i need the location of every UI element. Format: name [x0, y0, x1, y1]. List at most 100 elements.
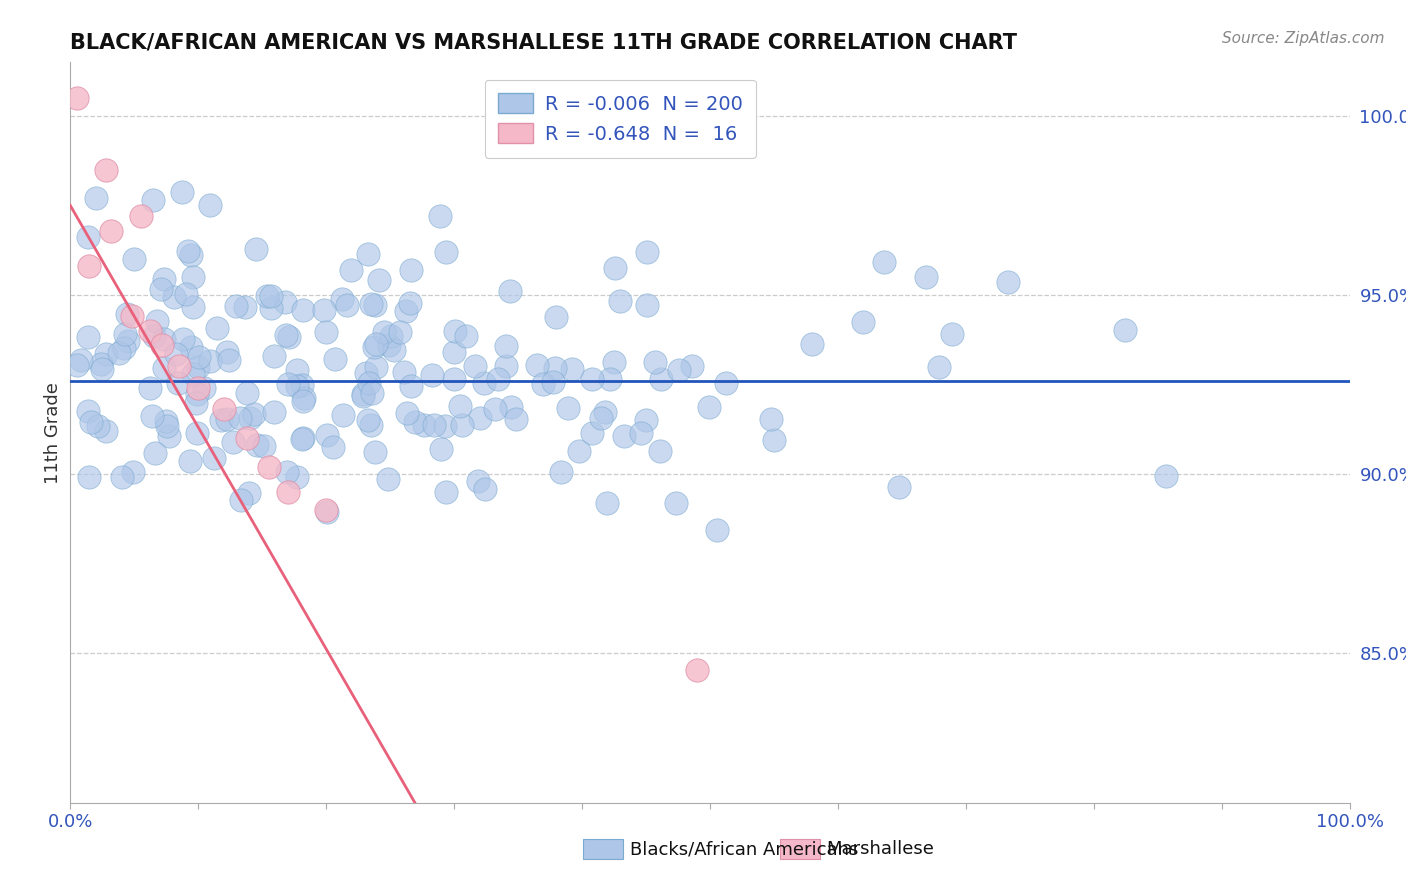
Point	[277, 376, 299, 391]
Point	[292, 431, 315, 445]
Point	[198, 354, 221, 368]
Point	[599, 372, 621, 386]
Point	[464, 359, 486, 374]
Point	[291, 393, 314, 408]
Point	[212, 402, 235, 417]
Point	[665, 496, 688, 510]
Point	[546, 310, 568, 325]
Point	[581, 425, 603, 440]
Point	[340, 263, 363, 277]
Point	[354, 366, 377, 380]
Point	[941, 326, 963, 341]
Point	[66, 358, 89, 372]
Point	[180, 340, 202, 354]
Point	[467, 475, 489, 489]
Point	[114, 327, 136, 342]
Point	[165, 347, 187, 361]
Point	[236, 431, 259, 445]
Point	[229, 492, 252, 507]
Point	[316, 505, 339, 519]
Point	[111, 470, 134, 484]
Point	[714, 376, 737, 391]
Legend: R = -0.006  N = 200, R = -0.648  N =  16: R = -0.006 N = 200, R = -0.648 N = 16	[485, 79, 756, 158]
Point	[138, 324, 160, 338]
Point	[364, 359, 387, 374]
Point	[312, 303, 335, 318]
Point	[142, 328, 165, 343]
Point	[644, 354, 666, 368]
Point	[259, 289, 281, 303]
Point	[568, 443, 591, 458]
Point	[79, 260, 101, 274]
Point	[364, 298, 387, 312]
Point	[505, 412, 527, 426]
Point	[997, 275, 1019, 289]
Point	[443, 324, 465, 338]
Point	[292, 303, 315, 318]
Point	[277, 484, 299, 499]
Point	[495, 338, 517, 352]
Point	[596, 495, 619, 509]
Point	[100, 223, 122, 237]
Point	[179, 454, 201, 468]
Point	[451, 417, 474, 432]
Point	[167, 376, 190, 391]
Point	[172, 186, 194, 200]
Point	[217, 344, 239, 359]
Point	[443, 345, 465, 359]
Text: Source: ZipAtlas.com: Source: ZipAtlas.com	[1222, 31, 1385, 46]
Point	[315, 427, 337, 442]
Point	[90, 362, 112, 376]
Point	[245, 242, 267, 256]
Point	[183, 269, 205, 284]
Point	[361, 385, 384, 400]
Point	[499, 400, 522, 414]
Point	[153, 332, 176, 346]
Point	[225, 299, 247, 313]
Point	[122, 252, 145, 267]
Point	[263, 349, 285, 363]
Point	[434, 485, 457, 500]
Point	[399, 263, 422, 277]
Point	[243, 407, 266, 421]
Point	[263, 405, 285, 419]
Point	[274, 294, 297, 309]
Point	[290, 377, 312, 392]
Point	[139, 381, 162, 395]
Point	[77, 230, 100, 244]
Point	[257, 459, 280, 474]
Point	[541, 375, 564, 389]
Point	[187, 381, 209, 395]
Point	[167, 359, 190, 374]
Point	[260, 301, 283, 316]
Point	[401, 378, 423, 392]
Point	[360, 418, 382, 433]
Point	[359, 376, 381, 391]
Y-axis label: 11th Grade: 11th Grade	[44, 382, 62, 483]
Point	[186, 425, 208, 440]
Point	[198, 198, 221, 212]
Point	[236, 386, 259, 401]
Point	[928, 359, 950, 374]
Point	[87, 419, 110, 434]
Point	[589, 410, 612, 425]
Point	[152, 338, 174, 352]
Point	[364, 337, 387, 351]
Point	[352, 389, 374, 403]
Point	[187, 360, 209, 375]
Text: BLACK/AFRICAN AMERICAN VS MARSHALLESE 11TH GRADE CORRELATION CHART: BLACK/AFRICAN AMERICAN VS MARSHALLESE 11…	[70, 32, 1018, 53]
Point	[66, 91, 89, 105]
Point	[697, 400, 720, 414]
Point	[233, 300, 256, 314]
Point	[115, 307, 138, 321]
Point	[76, 404, 98, 418]
Point	[609, 294, 631, 309]
Point	[209, 413, 232, 427]
Point	[605, 260, 627, 275]
Point	[468, 411, 491, 425]
Point	[373, 325, 395, 339]
Point	[377, 472, 399, 486]
Point	[472, 376, 495, 391]
Point	[315, 325, 337, 339]
Point	[851, 315, 873, 329]
